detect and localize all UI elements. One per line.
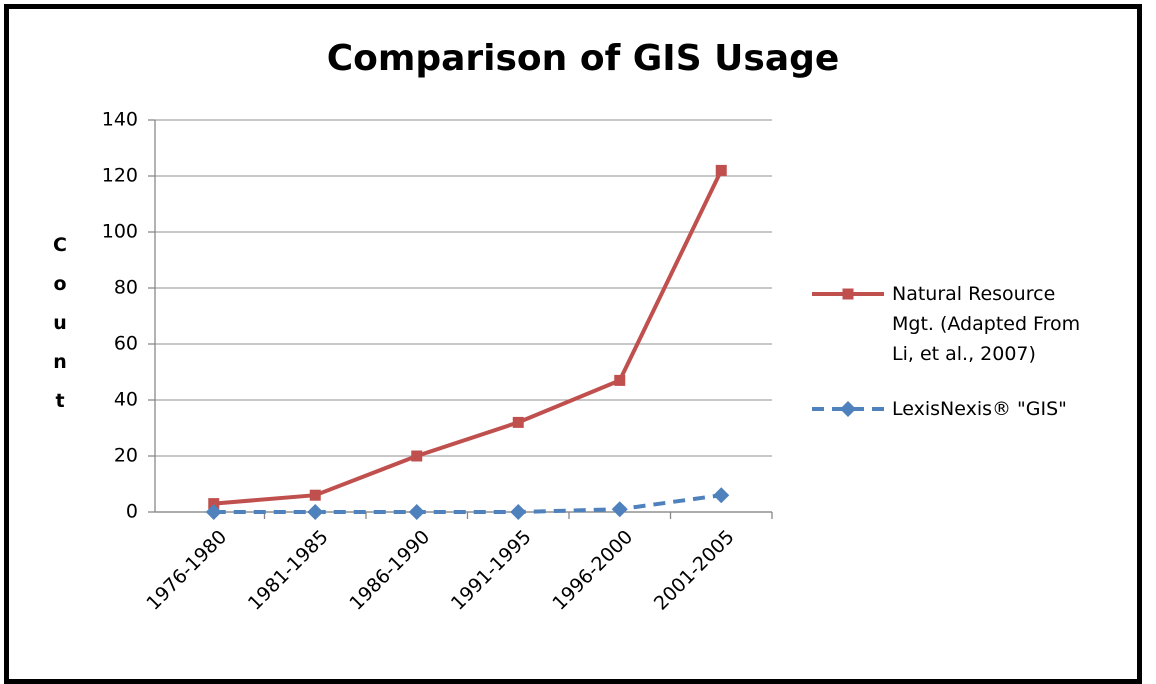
chart-title: Comparison of GIS Usage [327,38,840,79]
marker [715,164,727,176]
marker [614,374,626,386]
legend-label: Natural Resource Mgt. (Adapted From Li, … [892,283,1081,365]
y-tick-label: 60 [114,333,138,355]
legend-marker [840,401,856,417]
series-line [213,169,724,506]
marker [307,504,324,520]
y-axis-label: Count [53,234,67,412]
marker [510,504,527,520]
x-tick-label: 1991-1995 [447,526,536,615]
marker [512,416,524,428]
x-tick-label: 1996-2000 [548,526,637,615]
x-tick-label: 1986-1990 [345,526,434,615]
y-tick-label: 0 [126,501,138,523]
marker [205,504,222,520]
y-tick-label: 40 [114,389,138,411]
legend-marker [842,288,854,300]
x-tick-label: 1976-1980 [142,526,231,615]
y-tick-label: 80 [114,277,138,299]
legend-label: LexisNexis® "GIS" [892,398,1067,420]
series-line [213,493,722,514]
marker [713,487,730,504]
marker [208,498,220,510]
marker [309,489,321,501]
marker [408,504,425,520]
y-tick-label: 20 [114,445,138,467]
x-tick-label: 2001-2005 [650,526,739,615]
marker [611,501,628,518]
y-tick-label: 120 [102,165,138,187]
y-tick-label: 100 [102,221,138,243]
marker [411,450,423,462]
x-tick-label: 1981-1985 [244,526,333,615]
y-tick-label: 140 [102,109,138,131]
